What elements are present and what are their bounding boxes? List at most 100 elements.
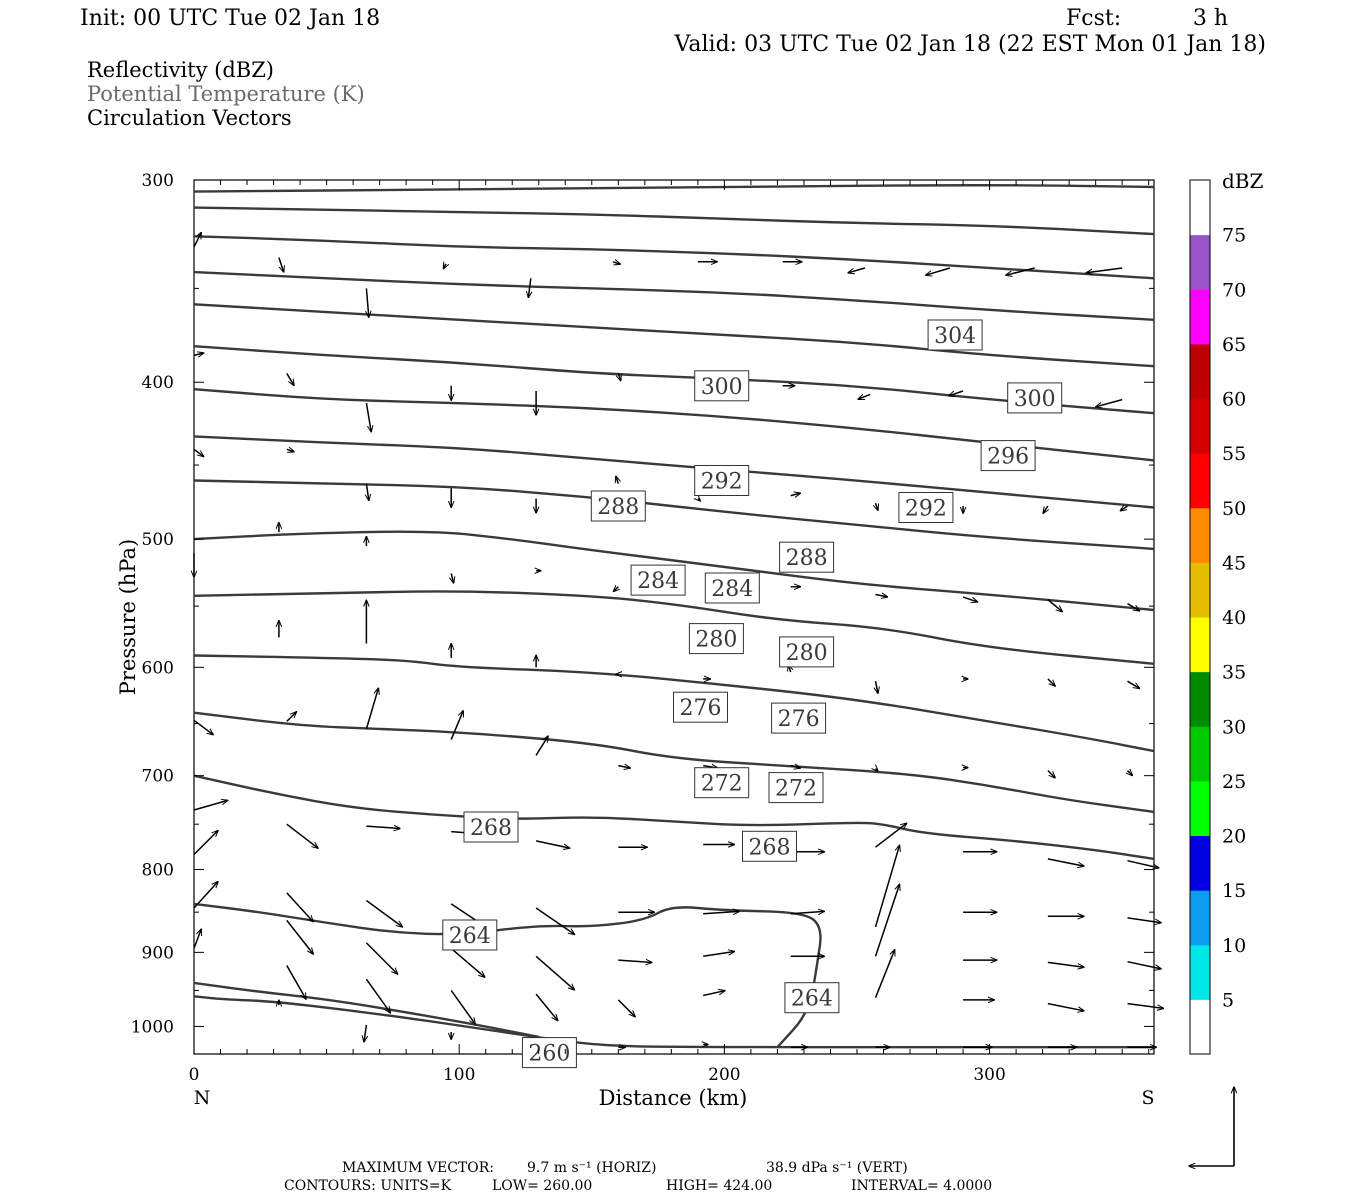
legend-potential-temperature: Potential Temperature (K): [87, 82, 365, 106]
svg-text:288: 288: [786, 546, 828, 571]
colorbar-level-label: 20: [1222, 826, 1246, 848]
theta-contour-300-11: [193, 345, 1155, 415]
circulation-vector: [1047, 961, 1084, 967]
circulation-vector: [926, 267, 951, 275]
circulation-vector: [874, 845, 900, 928]
circulation-vector: [1047, 678, 1055, 686]
circulation-vector: [790, 766, 801, 768]
colorbar-swatch: [1190, 398, 1210, 454]
circulation-vector: [618, 373, 620, 380]
legend-reflectivity: Reflectivity (dBZ): [87, 58, 274, 82]
circulation-vector: [1047, 770, 1055, 778]
colorbar-swatch: [1190, 835, 1210, 891]
circulation-vector: [535, 955, 574, 990]
circulation-vector: [286, 712, 297, 722]
footer-contours-low: LOW= 260.00: [492, 1178, 592, 1194]
circulation-vector: [535, 840, 570, 848]
circulation-vector: [366, 483, 368, 501]
reference-vector: [1189, 1087, 1234, 1166]
x-tick-label: 0: [189, 1065, 200, 1085]
circulation-vector: [286, 823, 318, 848]
contour-label: 264: [784, 982, 840, 1014]
theta-contour-272-4: [193, 711, 1155, 814]
circulation-vector: [1127, 960, 1162, 969]
circulation-vector: [962, 596, 977, 602]
circulation-vector: [1047, 599, 1062, 612]
x-axis-ticks: 0 100 200 300: [189, 180, 1150, 1085]
y-tick-label: 1000: [131, 1017, 174, 1037]
svg-text:288: 288: [597, 495, 639, 520]
theta-contour-316-15: [193, 206, 1155, 236]
circulation-vector: [617, 999, 635, 1017]
colorbar-level-label: 50: [1222, 498, 1246, 520]
circulation-vector: [450, 989, 475, 1024]
colorbar-unit: dBZ: [1222, 169, 1264, 193]
colorbar-level-label: 35: [1222, 662, 1246, 684]
svg-text:272: 272: [775, 777, 817, 802]
footer-contours-high: HIGH= 424.00: [666, 1178, 772, 1194]
contour-label: 296: [980, 440, 1036, 472]
circulation-vector: [365, 688, 378, 730]
circulation-vector: [193, 448, 204, 456]
colorbar-level-label: 25: [1222, 771, 1246, 793]
footer-max-vector-horiz: 9.7 m s⁻¹ (HORIZ): [527, 1160, 657, 1176]
circulation-vector: [1047, 1002, 1084, 1011]
circulation-vector: [876, 502, 878, 510]
circulation-vector: [1006, 267, 1035, 275]
circulation-vector: [1086, 267, 1123, 273]
svg-text:292: 292: [905, 497, 947, 522]
colorbar-level-label: 15: [1222, 880, 1246, 902]
svg-text:264: 264: [791, 987, 833, 1012]
colorbar-swatch: [1190, 562, 1210, 618]
contour-label: 284: [630, 564, 686, 596]
svg-text:284: 284: [711, 577, 753, 602]
circulation-vector: [444, 264, 446, 269]
svg-text:304: 304: [934, 324, 976, 349]
theta-contour-292-9: [193, 435, 1155, 509]
contour-label: 264: [442, 919, 498, 951]
circulation-vector: [703, 952, 734, 958]
circulation-vector: [286, 892, 313, 922]
svg-text:280: 280: [695, 628, 737, 653]
x-tick-label: 300: [973, 1065, 1005, 1085]
contour-label: 276: [673, 691, 728, 723]
circulation-vector: [618, 766, 630, 768]
circulation-vector: [450, 947, 485, 977]
circulation-vector: [1047, 858, 1084, 866]
y-tick-label: 300: [142, 171, 174, 191]
contour-label: 272: [768, 772, 824, 804]
colorbar-swatch: [1190, 671, 1210, 727]
theta-contour-264-2: [193, 902, 822, 1049]
circulation-vector: [286, 373, 294, 385]
contour-label: 288: [779, 541, 835, 573]
footer-max-vector-vert: 38.9 dPa s⁻¹ (VERT): [766, 1160, 908, 1176]
circulation-vector: [1127, 1002, 1164, 1009]
circulation-vector: [858, 393, 871, 399]
south-end-label: S: [1141, 1087, 1154, 1109]
circulation-vector: [365, 402, 371, 432]
circulation-vector: [703, 991, 725, 997]
colorbar-level-label: 55: [1222, 443, 1246, 465]
contour-label: 276: [771, 702, 827, 734]
y-tick-label: 800: [142, 861, 174, 881]
theta-contour-312-14: [193, 235, 1155, 280]
contour-label: 260: [521, 1037, 577, 1069]
colorbar-level-label: 70: [1222, 279, 1246, 301]
colorbar-swatch: [1190, 234, 1210, 290]
colorbar-swatch: [1190, 890, 1210, 946]
circulation-vector: [528, 278, 530, 297]
circulation-vector: [193, 831, 218, 856]
circulation-vector: [535, 736, 548, 756]
circulation-vector: [365, 978, 390, 1013]
theta-contour-260-0: [193, 995, 1154, 1049]
svg-text:292: 292: [701, 470, 743, 495]
y-tick-label: 400: [142, 373, 174, 393]
svg-text:284: 284: [637, 569, 679, 594]
footer-contours-units: CONTOURS: UNITS=K: [284, 1178, 452, 1194]
north-end-label: N: [194, 1087, 211, 1109]
circulation-vector: [1043, 505, 1048, 513]
colorbar-swatch: [1190, 726, 1210, 782]
svg-text:300: 300: [701, 375, 743, 400]
circulation-vector: [848, 267, 866, 273]
circulation-vector: [1127, 602, 1140, 611]
